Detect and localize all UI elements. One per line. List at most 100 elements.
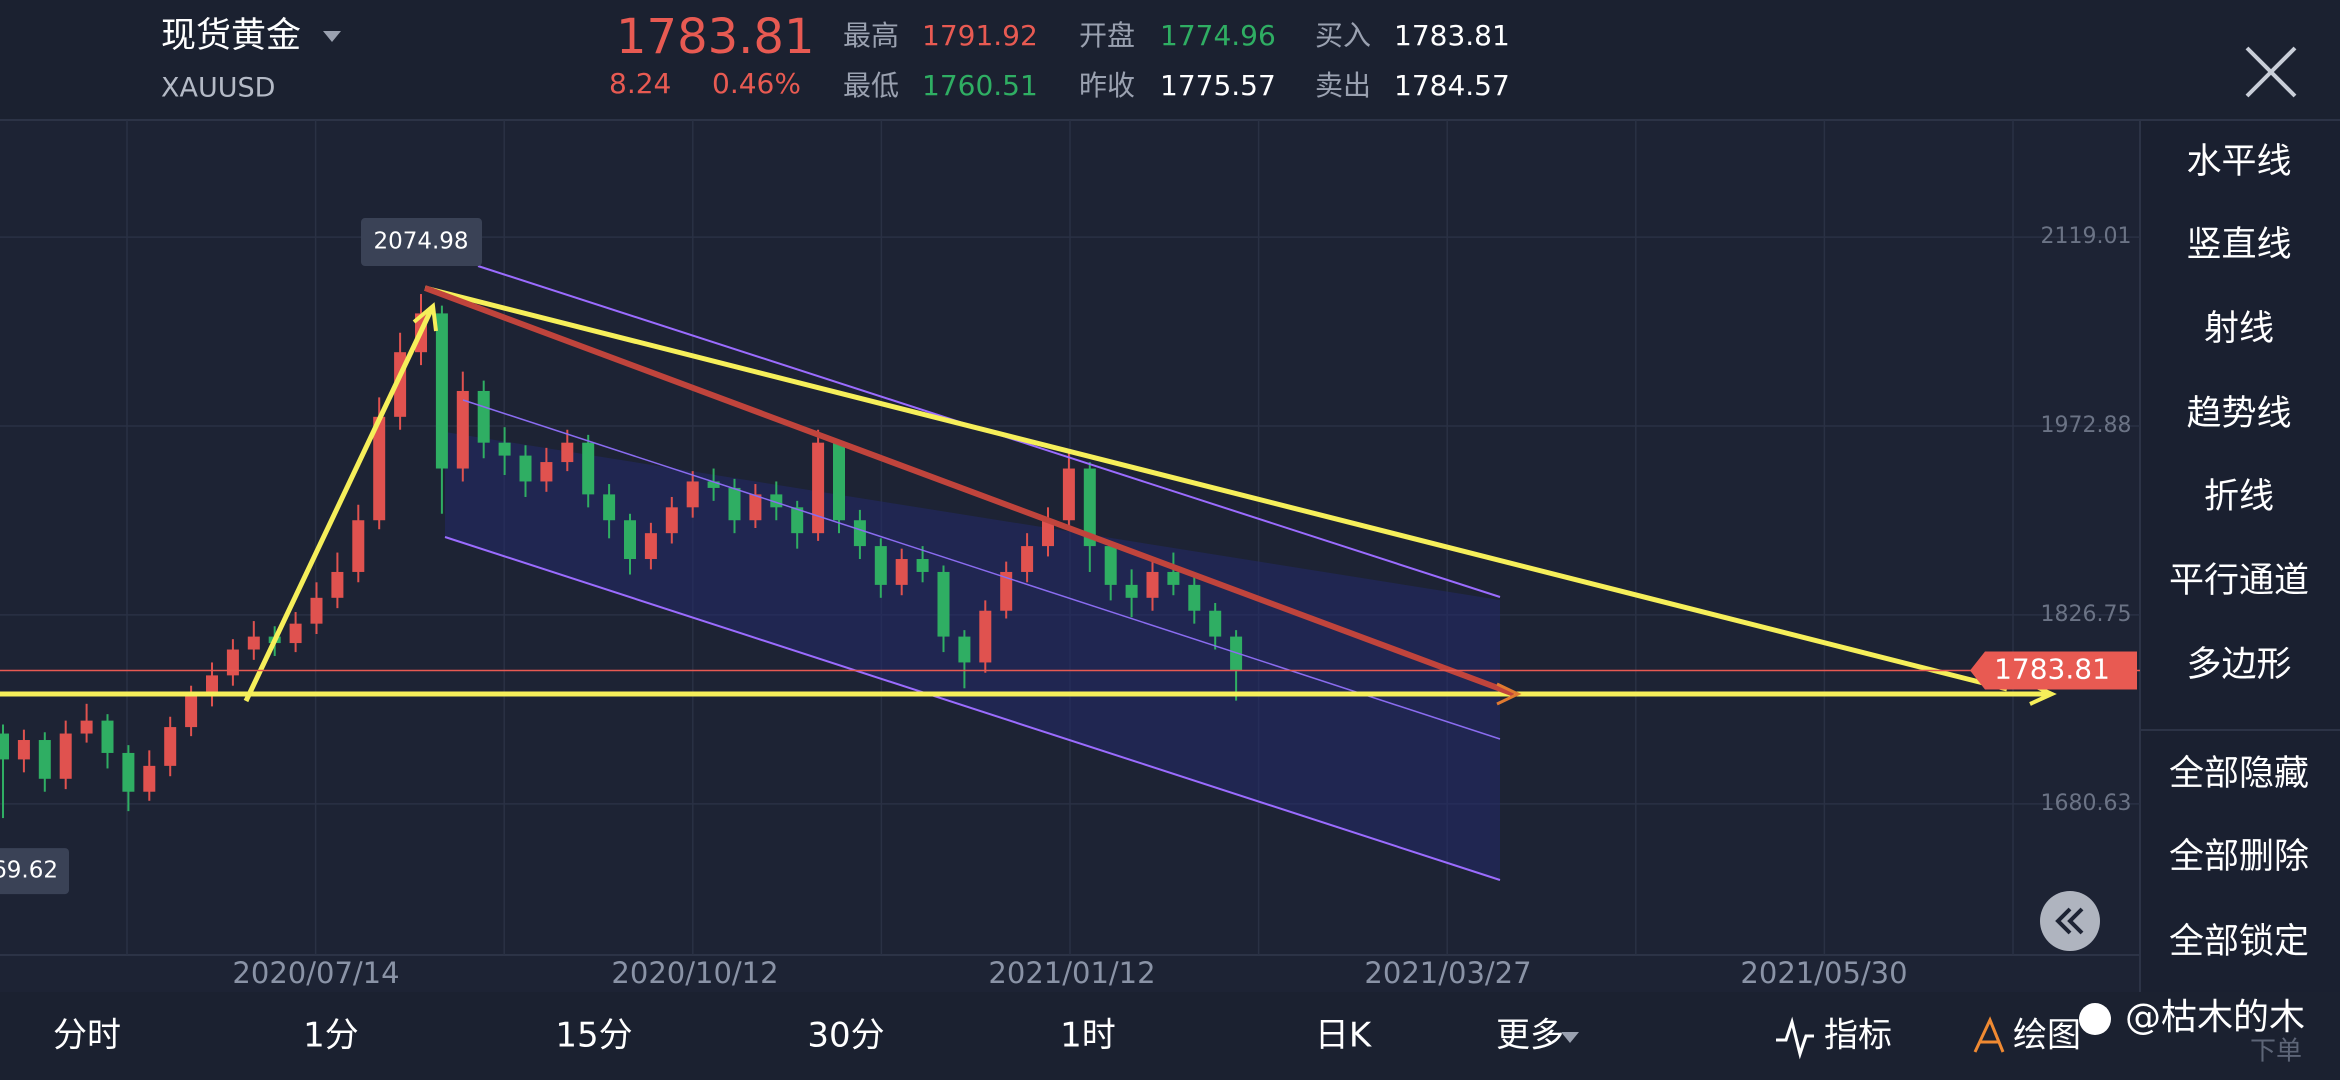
candle-body	[582, 442, 595, 495]
candle-body	[310, 597, 323, 624]
tab[interactable]: 指标	[1824, 1016, 1892, 1056]
candle-body	[226, 649, 239, 676]
high-label: 2074.98	[373, 229, 468, 255]
last-price-label: 1783.81	[1994, 652, 2110, 685]
quote-label: 最低	[843, 69, 899, 102]
candle-body	[1042, 520, 1054, 547]
quote-value: 1784.57	[1394, 69, 1510, 102]
trend-line	[424, 285, 2008, 692]
candle-body	[791, 507, 804, 534]
menu-bg	[2140, 120, 2340, 992]
candle-body	[80, 720, 93, 734]
candle-body	[1209, 610, 1222, 637]
candle-body	[1104, 546, 1117, 585]
candle-body	[498, 442, 511, 456]
last-price-tag	[1970, 651, 2137, 690]
menu-item[interactable]: 全部隐藏	[2169, 754, 2309, 794]
instrument-name[interactable]: 现货黄金	[161, 16, 301, 56]
menu-item[interactable]: 折线	[2204, 477, 2274, 517]
candle-body	[728, 487, 741, 521]
tab[interactable]: 绘图	[2013, 1016, 2081, 1056]
candle-body	[665, 507, 678, 534]
candle-body	[853, 520, 866, 547]
menu-item[interactable]: 全部删除	[2169, 837, 2309, 877]
candle-body	[1167, 571, 1180, 585]
tab[interactable]: 分时	[53, 1016, 121, 1056]
candles	[0, 294, 1243, 819]
menu-item[interactable]: 全部锁定	[2169, 922, 2309, 962]
menu-item[interactable]: 平行通道	[2169, 561, 2309, 601]
low-label: 1669.62	[0, 858, 58, 884]
tab[interactable]: 15分	[555, 1016, 632, 1056]
trend-line-red	[423, 285, 1516, 697]
candle-body	[289, 623, 302, 644]
candle-body	[644, 533, 657, 560]
menu-item[interactable]: 水平线	[2186, 142, 2291, 182]
high-tooltip	[361, 218, 482, 267]
change: 8.24	[609, 67, 671, 100]
x-tick-label: 2021/03/27	[1364, 956, 1531, 990]
candle-body	[561, 442, 574, 463]
candle-body	[1125, 584, 1138, 598]
x-tick-label: 2020/10/12	[611, 956, 778, 990]
candle-body	[540, 462, 553, 482]
y-tick-label: 2119.01	[2041, 224, 2132, 249]
indicator-icon	[1776, 1016, 1814, 1060]
candle-body	[1146, 571, 1159, 598]
candle-body	[456, 390, 469, 469]
tabs: 分时 1分 15分 30分 1时 日K 更多 指标 绘图	[53, 1016, 2081, 1056]
candle-body	[17, 740, 30, 760]
channel-bottom	[444, 536, 1501, 881]
candle-body	[435, 313, 448, 469]
axis: 2119.01 1972.88 1826.75 1680.63 2020/07/14 20…	[0, 218, 2140, 990]
menu-item[interactable]: 多边形	[2186, 645, 2291, 685]
candle-body	[185, 694, 198, 728]
candle-body	[686, 481, 699, 508]
tab[interactable]: 日K	[1315, 1016, 1373, 1056]
candle-body	[749, 494, 762, 521]
candle-body	[247, 636, 260, 650]
order-label[interactable]: 下单	[2250, 1037, 2302, 1067]
candle-body	[1230, 636, 1243, 671]
tab[interactable]: 更多	[1496, 1016, 1564, 1056]
candle-body	[624, 520, 636, 560]
candle-body	[352, 520, 365, 572]
candle-body	[519, 455, 532, 482]
candle-body	[958, 636, 971, 663]
header: 现货黄金 XAUUSD 1783.81 8.24 0.46% 最高 1791.92…	[161, 9, 2297, 104]
dropdown-caret	[1561, 1032, 1579, 1043]
candle-body	[164, 727, 177, 766]
quote-label: 买入	[1315, 19, 1371, 52]
candle-body	[603, 494, 616, 521]
menu-item[interactable]: 射线	[2204, 309, 2274, 349]
dropdown-caret	[323, 31, 341, 42]
tabbar-bg	[0, 992, 2340, 1080]
menu-item[interactable]: 趋势线	[2186, 394, 2291, 434]
tab[interactable]: 30分	[807, 1016, 884, 1056]
menu-item[interactable]: 竖直线	[2186, 225, 2291, 265]
candle-body	[1188, 584, 1201, 611]
candle-body	[206, 675, 218, 695]
arrow-head	[412, 302, 438, 332]
close-button[interactable]	[2245, 46, 2297, 98]
candle-body	[38, 740, 51, 779]
candle-body	[1000, 571, 1013, 611]
draw-icon	[1973, 1016, 2005, 1053]
low-tooltip	[0, 848, 69, 895]
quote-value: 1760.51	[922, 69, 1038, 102]
quote-label: 最高	[843, 19, 899, 52]
candle-body	[1083, 468, 1096, 547]
candle-body	[1021, 546, 1034, 572]
arrow-head	[1496, 682, 1522, 706]
y-tick-label: 1826.75	[2041, 602, 2132, 627]
tab[interactable]: 1时	[1060, 1016, 1116, 1056]
tab[interactable]: 1分	[303, 1016, 359, 1056]
candle-body	[373, 416, 386, 521]
y-tick-label: 1972.88	[2041, 413, 2132, 438]
quote-value: 1775.57	[1160, 69, 1276, 102]
watermark: @枯木的木	[2125, 997, 2305, 1038]
quote-label: 开盘	[1079, 19, 1135, 52]
candle-body	[122, 752, 135, 792]
